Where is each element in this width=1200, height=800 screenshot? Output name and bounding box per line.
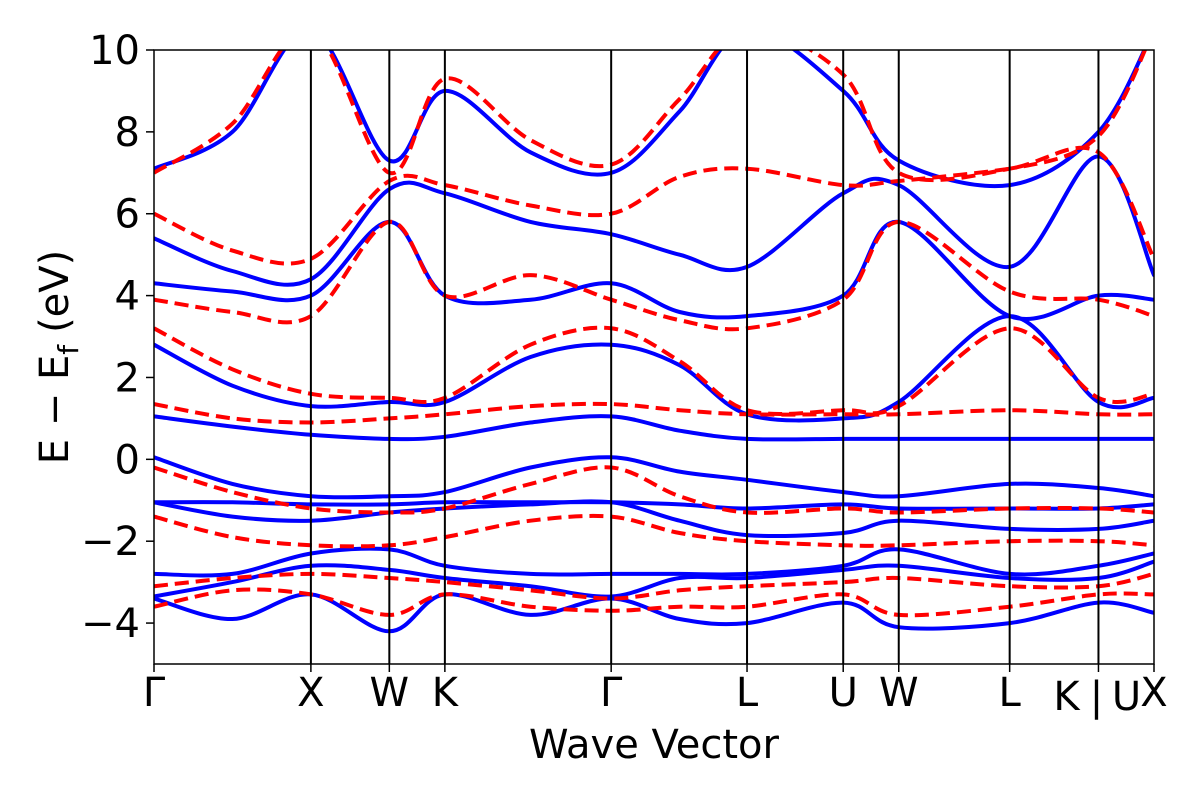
bands-layer [154,50,1154,634]
dashed-band-4 [154,465,1154,515]
x-tick-separator: | [1090,674,1103,720]
solid-band-4 [154,499,1154,538]
solid-band-9 [154,219,1154,321]
x-tick-label: K [1053,674,1081,720]
dashed-band-3 [154,513,1154,549]
y-tick-label: 6 [115,192,140,238]
x-axis-ticks: Γ X W K Γ L U W L K | U X [143,664,1168,720]
solid-band-1 [154,592,1154,634]
x-tick-label: U [1112,674,1141,720]
solid-band-3 [154,546,1154,578]
y-tick-label: 8 [115,110,140,156]
x-axis-label: Wave Vector [529,722,780,768]
y-axis-label-unit: (eV) [32,250,78,333]
plot-frame [153,49,1155,665]
dashed-band-6 [154,325,1154,416]
x-tick-label: Γ [143,670,166,716]
dashed-band-7 [154,219,1154,332]
y-tick-label: 4 [115,274,140,320]
dashed-band-1 [154,587,1154,618]
dashed-band-5 [154,401,1154,425]
solid-band-2 [154,559,1154,599]
y-axis-ticks: −4 −2 0 2 4 6 8 10 [81,28,154,647]
solid-band-6 [154,455,1154,500]
y-tick-label: 10 [89,28,140,74]
x-tick-label: U [829,670,858,716]
plot-background [154,50,1154,664]
x-tick-label: L [999,670,1022,716]
y-tick-label: 2 [115,355,140,401]
dashed-band-8 [154,145,1154,266]
x-tick-label: W [370,670,410,716]
y-tick-label: −2 [81,519,140,565]
solid-band-7 [154,414,1154,442]
y-tick-label: −4 [81,601,140,647]
x-tick-label: Γ [600,670,623,716]
y-axis-label: E − Ef (eV) [32,250,85,465]
x-tick-label: W [879,670,919,716]
solid-band-11 [154,50,1147,188]
x-tick-label: L [736,670,759,716]
dashed-band-9 [154,50,1148,183]
x-tick-label: K [432,670,460,716]
solid-band-10 [154,154,1154,287]
y-axis-label-main: E − E [32,355,78,465]
x-tick-label: X [1140,670,1167,716]
dashed-band-2 [154,571,1154,601]
y-axis-label-sub: f [52,344,85,355]
y-tick-label: 0 [115,437,140,483]
high-symmetry-lines [309,50,1100,664]
x-tick-label: X [297,670,324,716]
